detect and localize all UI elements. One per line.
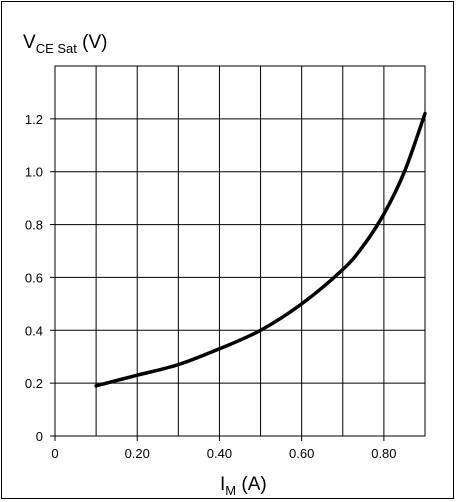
xlabel-unit: (A) bbox=[236, 474, 267, 495]
y-tick-label-2: 0.4 bbox=[25, 323, 43, 338]
plot-area-border bbox=[54, 65, 426, 437]
xlabel-main: I bbox=[220, 474, 225, 495]
y-tick-label-5: 1.0 bbox=[25, 165, 43, 180]
title-subscript: CE Sat bbox=[36, 41, 78, 56]
xlabel-subscript: M bbox=[225, 483, 236, 498]
chart-title: VCE Sat (V) bbox=[23, 32, 107, 56]
x-tick-label-0: 0 bbox=[51, 446, 58, 461]
grid bbox=[55, 66, 425, 436]
y-tick-label-0: 0 bbox=[36, 429, 43, 444]
series bbox=[94, 111, 427, 388]
y-tick-label-4: 0.8 bbox=[25, 218, 43, 233]
x-axis-label: IM (A) bbox=[220, 474, 267, 498]
y-tick-label-1: 0.2 bbox=[25, 376, 43, 391]
y-tick-label-3: 0.6 bbox=[25, 270, 43, 285]
x-tick-label-4: 0.80 bbox=[371, 446, 396, 461]
axes bbox=[50, 65, 426, 441]
x-tick-label-3: 0.60 bbox=[289, 446, 314, 461]
tick-labels: 0 0.2 0.4 0.6 0.8 1.0 1.2 0 0.20 0.40 0.60 0.80 bbox=[25, 112, 397, 461]
series-line-0 bbox=[94, 111, 427, 388]
x-tick-label-1: 0.20 bbox=[125, 446, 150, 461]
y-tick-label-6: 1.2 bbox=[25, 112, 43, 127]
title-unit: (V) bbox=[77, 32, 108, 53]
x-tick-label-2: 0.40 bbox=[207, 446, 232, 461]
title-main: V bbox=[23, 32, 36, 53]
